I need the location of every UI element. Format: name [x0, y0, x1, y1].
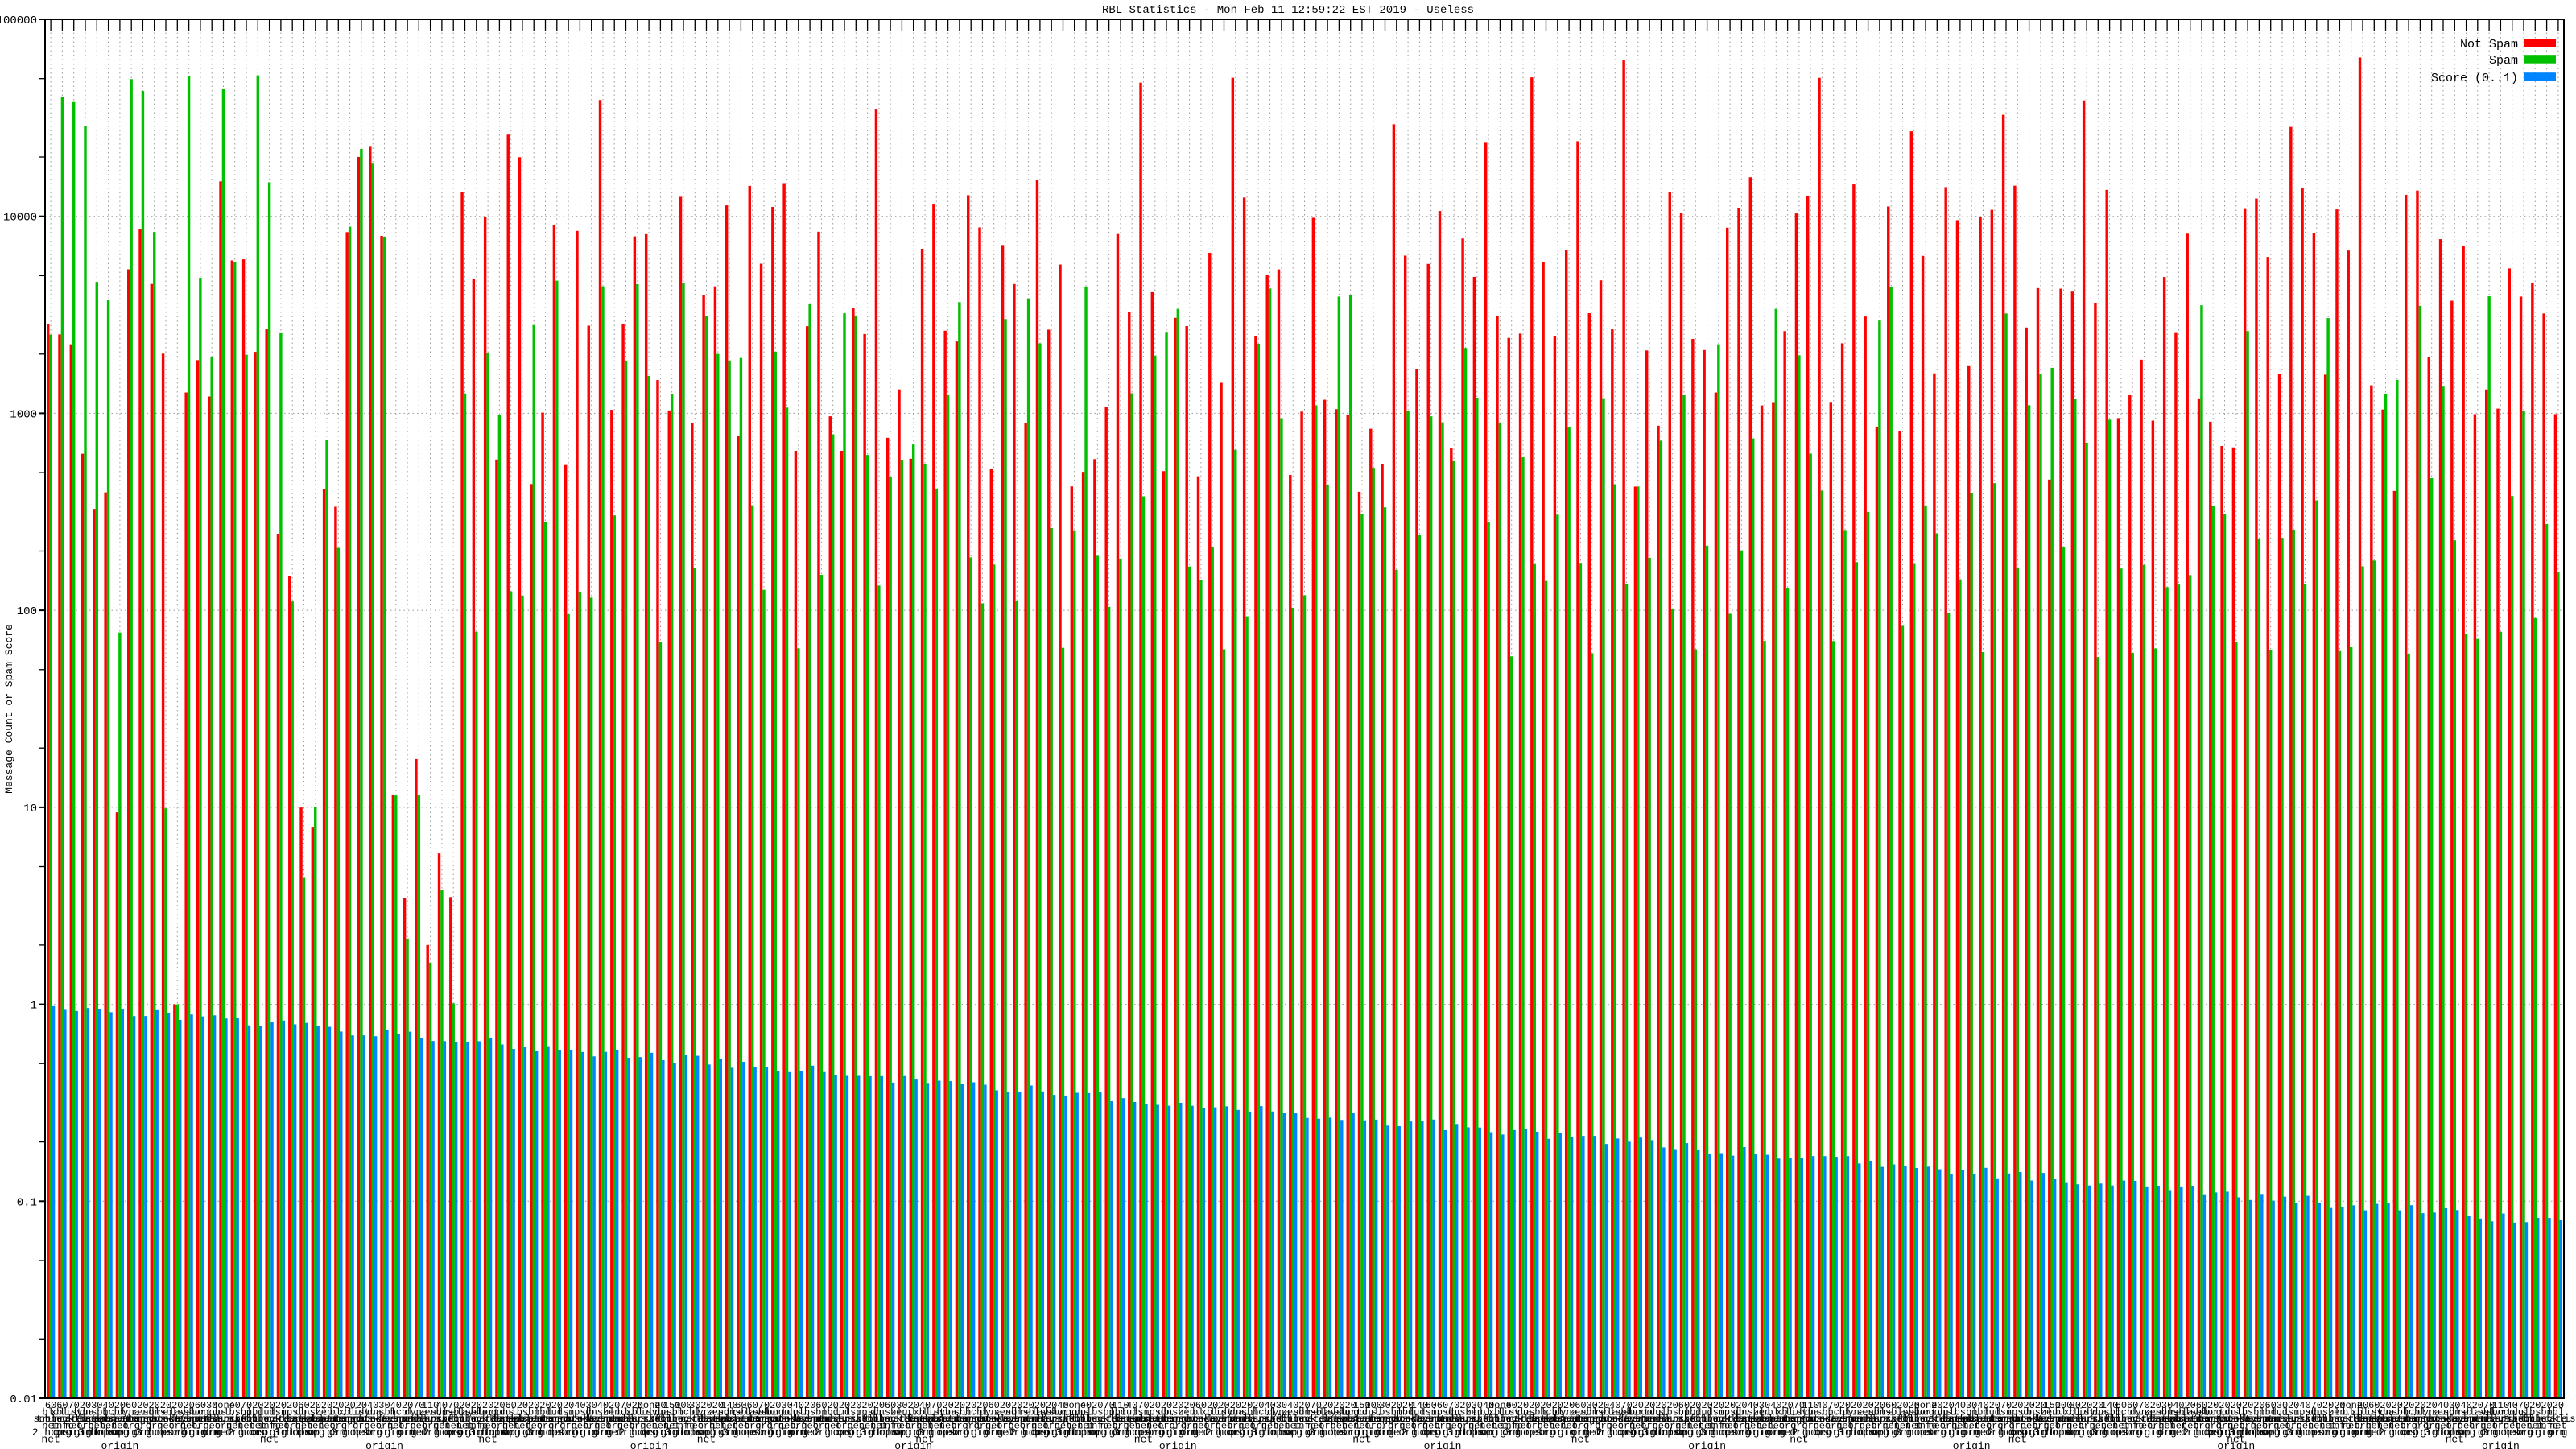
svg-text:net: net	[1352, 1434, 1371, 1446]
svg-text:0.1: 0.1	[17, 1196, 37, 1209]
svg-text:net: net	[2446, 1434, 2464, 1446]
svg-text:net: net	[697, 1434, 716, 1446]
svg-text:1000: 1000	[10, 408, 37, 421]
svg-text:origin: origin	[2482, 1440, 2520, 1449]
svg-text:origin: origin	[1159, 1440, 1197, 1449]
svg-text:1: 1	[31, 1000, 37, 1013]
svg-text:Score (0..1): Score (0..1)	[2431, 72, 2518, 85]
svg-text:100: 100	[17, 605, 37, 618]
svg-text:origin: origin	[630, 1440, 668, 1449]
svg-text:net: net	[41, 1434, 60, 1446]
svg-text:net: net	[478, 1434, 497, 1446]
svg-text:origin: origin	[2217, 1440, 2255, 1449]
svg-text:origin: origin	[894, 1440, 932, 1449]
svg-text:org: org	[2549, 1426, 2567, 1439]
svg-text:origin: origin	[365, 1440, 403, 1449]
svg-text:Not Spam: Not Spam	[2460, 38, 2518, 52]
svg-text:net: net	[1571, 1434, 1590, 1446]
svg-text:10: 10	[23, 803, 37, 815]
svg-text:net: net	[1134, 1434, 1153, 1446]
svg-text:origin: origin	[1424, 1440, 1462, 1449]
svg-text:net: net	[2008, 1434, 2027, 1446]
svg-text:net: net	[260, 1434, 279, 1446]
svg-text:origin: origin	[1953, 1440, 1991, 1449]
svg-text:Message Count or Spam Score: Message Count or Spam Score	[3, 624, 15, 794]
svg-text:origin: origin	[1688, 1440, 1726, 1449]
svg-text:origin: origin	[101, 1440, 138, 1449]
svg-text:0.01: 0.01	[10, 1393, 37, 1406]
svg-text:net: net	[1790, 1434, 1808, 1446]
svg-text:10000: 10000	[3, 212, 37, 225]
svg-text:Spam: Spam	[2489, 54, 2518, 68]
svg-text:100000: 100000	[0, 14, 37, 27]
svg-text:RBL Statistics - Mon Feb 11 12: RBL Statistics - Mon Feb 11 12:59:22 EST…	[1102, 4, 1474, 17]
